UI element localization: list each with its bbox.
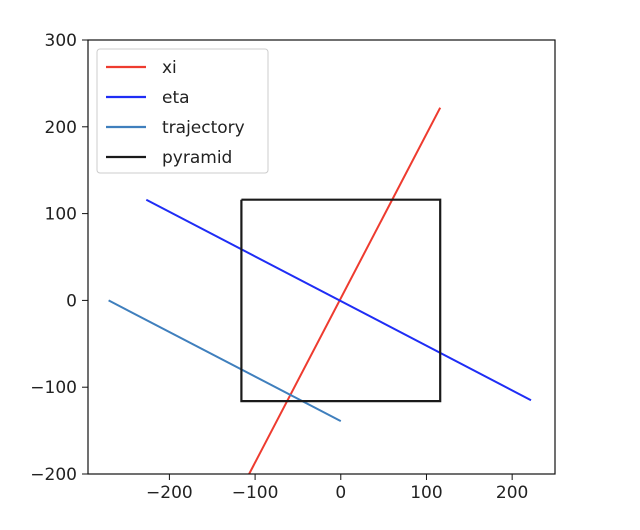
- y-axis: −200 −100 0 100 200 300: [30, 31, 88, 485]
- x-tick-label: 100: [410, 483, 442, 503]
- x-tick-label: 0: [335, 483, 346, 503]
- x-tick-label: −200: [146, 483, 193, 503]
- series-line-eta: [145, 198, 532, 402]
- y-tick-label: 0: [66, 291, 77, 311]
- legend: xi eta trajectory pyramid: [96, 48, 269, 174]
- y-tick-label: 200: [45, 118, 77, 138]
- plot-lines: [108, 107, 532, 475]
- y-tick-label: −100: [30, 378, 77, 398]
- y-tick-label: 100: [45, 205, 77, 225]
- x-axis: −200 −100 0 100 200: [146, 474, 528, 503]
- x-tick-label: −100: [232, 483, 279, 503]
- x-tick-label: 200: [496, 483, 528, 503]
- legend-label-pyramid: pyramid: [162, 148, 232, 168]
- y-tick-label: −200: [30, 465, 77, 485]
- legend-box: [96, 48, 269, 174]
- legend-label-xi: xi: [162, 58, 177, 78]
- y-tick-label: 300: [45, 31, 77, 51]
- legend-label-trajectory: trajectory: [162, 118, 245, 138]
- series-line-xi: [248, 107, 442, 475]
- legend-label-eta: eta: [162, 88, 190, 108]
- plot-frame: [87, 39, 556, 475]
- series-line-pyramid: [240, 198, 442, 403]
